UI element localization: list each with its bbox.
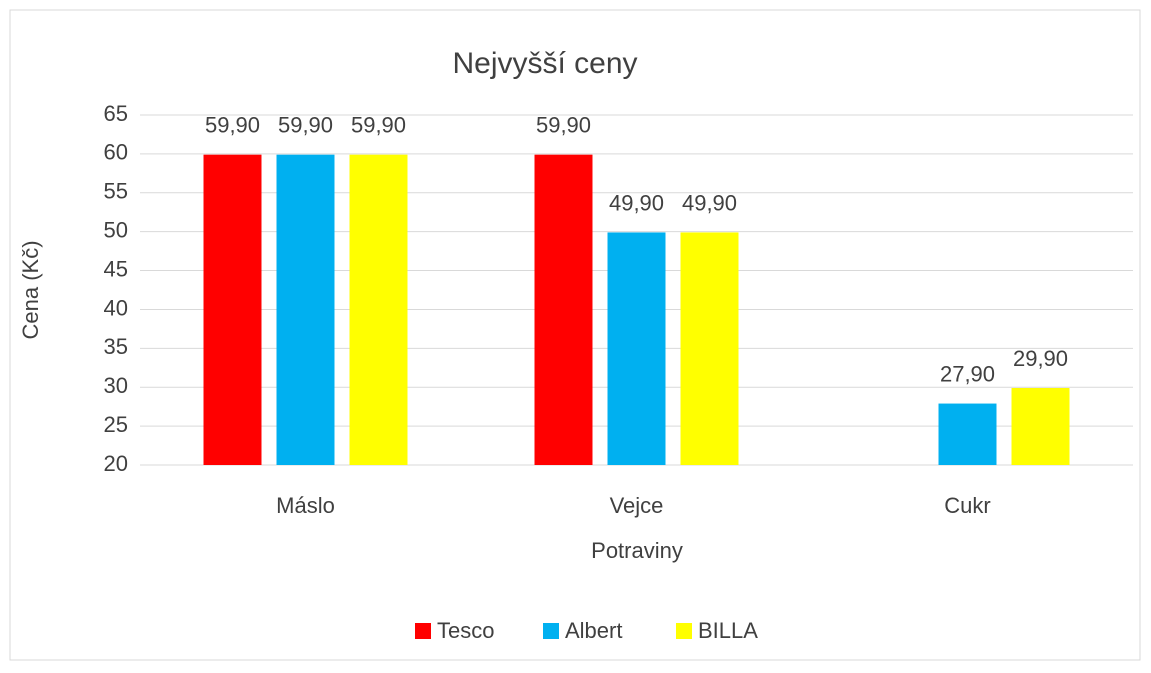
y-tick-label: 25 — [104, 412, 128, 437]
y-tick-label: 50 — [104, 217, 128, 242]
data-label: 59,90 — [536, 112, 591, 137]
y-tick-label: 30 — [104, 373, 128, 398]
y-tick-label: 20 — [104, 451, 128, 476]
y-tick-label: 35 — [104, 334, 128, 359]
data-label: 59,90 — [205, 112, 260, 137]
legend-swatch — [543, 623, 559, 639]
legend-label: BILLA — [698, 618, 758, 643]
y-axis-label: Cena (Kč) — [18, 240, 43, 339]
bar — [349, 154, 408, 465]
y-tick-label: 55 — [104, 179, 128, 204]
y-tick-label: 60 — [104, 140, 128, 165]
bar — [203, 154, 262, 465]
legend-swatch — [415, 623, 431, 639]
data-label: 27,90 — [940, 361, 995, 386]
data-label: 59,90 — [278, 112, 333, 137]
chart-title: Nejvyšší ceny — [452, 47, 637, 80]
bar — [534, 154, 593, 465]
bar — [276, 154, 335, 465]
bar — [607, 232, 666, 465]
x-axis-label: Potraviny — [591, 538, 683, 563]
bar — [680, 232, 739, 465]
data-label: 29,90 — [1013, 346, 1068, 371]
x-tick-label: Máslo — [276, 493, 335, 518]
bar — [1011, 388, 1070, 465]
bar — [938, 403, 997, 465]
data-label: 49,90 — [682, 190, 737, 215]
y-tick-label: 65 — [104, 101, 128, 126]
legend-label: Tesco — [437, 618, 494, 643]
y-tick-label: 40 — [104, 295, 128, 320]
y-tick-label: 45 — [104, 256, 128, 281]
legend-label: Albert — [565, 618, 622, 643]
legend-swatch — [676, 623, 692, 639]
x-tick-label: Vejce — [610, 493, 664, 518]
data-label: 49,90 — [609, 190, 664, 215]
data-label: 59,90 — [351, 112, 406, 137]
x-tick-label: Cukr — [944, 493, 990, 518]
